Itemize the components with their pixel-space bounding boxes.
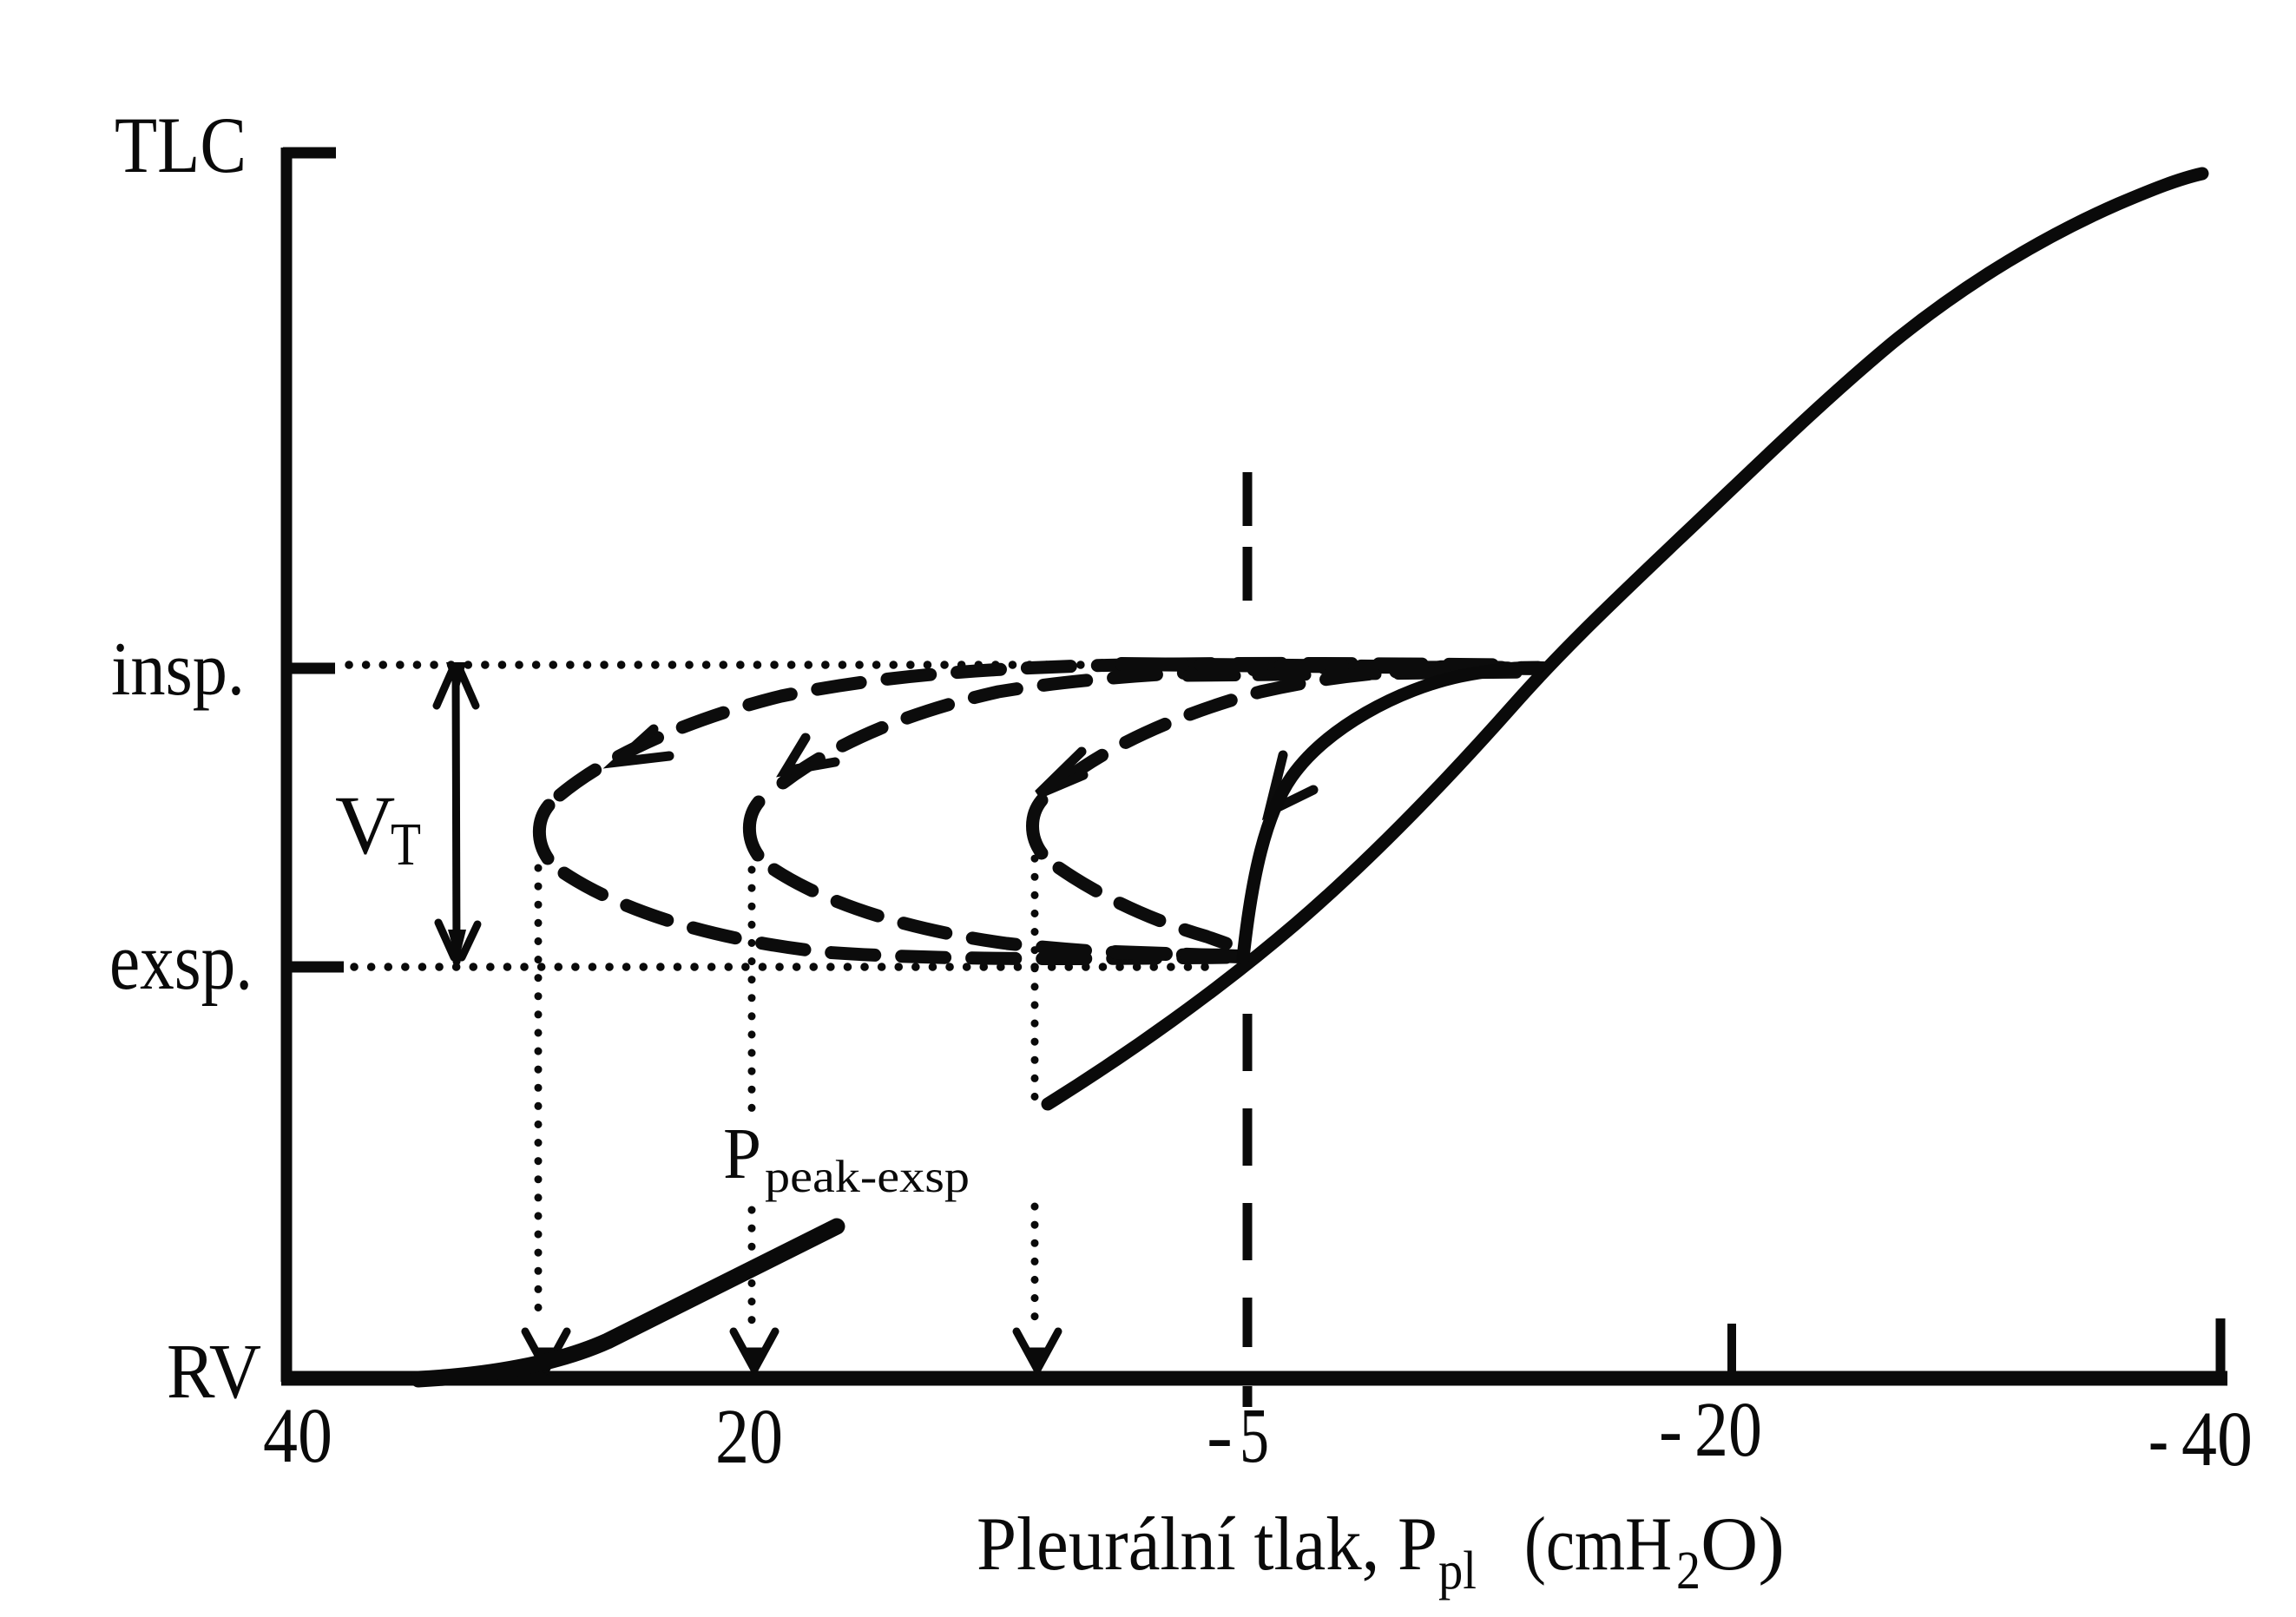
svg-text:-: - bbox=[1207, 1393, 1233, 1479]
svg-text:Pleurální tlak, P: Pleurální tlak, P bbox=[977, 1502, 1437, 1587]
svg-text:-: - bbox=[1659, 1387, 1682, 1473]
svg-text:20: 20 bbox=[1694, 1387, 1762, 1473]
svg-text:(cmH: (cmH bbox=[1524, 1502, 1672, 1587]
svg-text:insp.: insp. bbox=[111, 628, 245, 712]
svg-text:P: P bbox=[723, 1114, 761, 1194]
svg-text:exsp.: exsp. bbox=[109, 917, 253, 1007]
svg-text:RV: RV bbox=[167, 1329, 261, 1415]
svg-text:-: - bbox=[2148, 1397, 2168, 1482]
svg-text:V: V bbox=[335, 779, 395, 871]
svg-text:pl: pl bbox=[1438, 1541, 1477, 1601]
svg-text:TLC: TLC bbox=[115, 101, 247, 189]
svg-text:40: 40 bbox=[2181, 1397, 2253, 1482]
svg-text:20: 20 bbox=[715, 1394, 783, 1480]
svg-text:40: 40 bbox=[263, 1393, 332, 1479]
svg-text:2: 2 bbox=[1676, 1541, 1701, 1601]
svg-text:5: 5 bbox=[1240, 1393, 1269, 1479]
svg-text:peak-exsp: peak-exsp bbox=[765, 1152, 970, 1202]
svg-text:O): O) bbox=[1701, 1502, 1785, 1587]
svg-text:T: T bbox=[391, 812, 421, 878]
